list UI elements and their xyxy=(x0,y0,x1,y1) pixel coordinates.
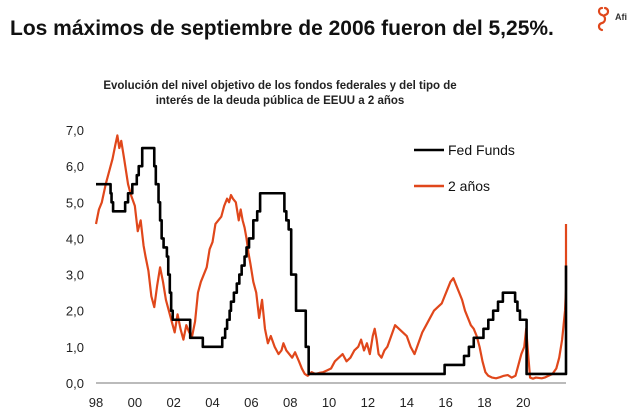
chart-title-line-1: Evolución del nivel objetivo de los fond… xyxy=(103,80,457,92)
y-axis-ticks: 0,0 1,0 2,0 3,0 4,0 5,0 6,0 7,0 xyxy=(66,123,84,391)
y-tick-label: 0,0 xyxy=(66,376,84,391)
x-tick-label: 08 xyxy=(283,395,297,410)
chart-title: Evolución del nivel objetivo de los fond… xyxy=(60,79,500,109)
series-layer xyxy=(94,134,568,380)
x-tick-label: 10 xyxy=(322,395,336,410)
y-tick-label: 7,0 xyxy=(66,123,84,138)
y-tick-label: 3,0 xyxy=(66,268,84,283)
x-tick-label: 06 xyxy=(244,395,258,410)
page-title: Los máximos de septiembre de 2006 fueron… xyxy=(10,17,554,40)
y-tick-label: 5,0 xyxy=(66,195,84,210)
x-tick-label: 00 xyxy=(128,395,142,410)
x-tick-label: 02 xyxy=(166,395,180,410)
series-line-fed-funds xyxy=(96,146,568,376)
x-tick-label: 16 xyxy=(438,395,452,410)
legend-label-fed-funds: Fed Funds xyxy=(448,142,515,158)
y-tick-label: 4,0 xyxy=(66,231,84,246)
afi-logo-icon xyxy=(597,6,610,32)
x-tick-label: 18 xyxy=(477,395,491,410)
y-tick-label: 2,0 xyxy=(66,304,84,319)
chart-title-line-2: interés de la deuda pública de EEUU a 2 … xyxy=(155,95,405,107)
y-tick-label: 1,0 xyxy=(66,340,84,355)
y-tick-label: 6,0 xyxy=(66,159,84,174)
logo-text: Afi xyxy=(615,12,627,22)
x-tick-label: 98 xyxy=(89,395,103,410)
x-axis-ticks: 98 00 02 04 06 08 10 12 14 16 18 20 xyxy=(89,395,531,410)
legend-label-2-anos: 2 años xyxy=(448,178,490,194)
x-tick-label: 04 xyxy=(205,395,219,410)
x-tick-label: 12 xyxy=(361,395,375,410)
x-tick-label: 20 xyxy=(516,395,530,410)
legend: Fed Funds 2 años xyxy=(414,142,515,194)
x-tick-label: 14 xyxy=(400,395,414,410)
afi-logo xyxy=(597,6,610,32)
series-line-2-anos xyxy=(94,134,568,380)
